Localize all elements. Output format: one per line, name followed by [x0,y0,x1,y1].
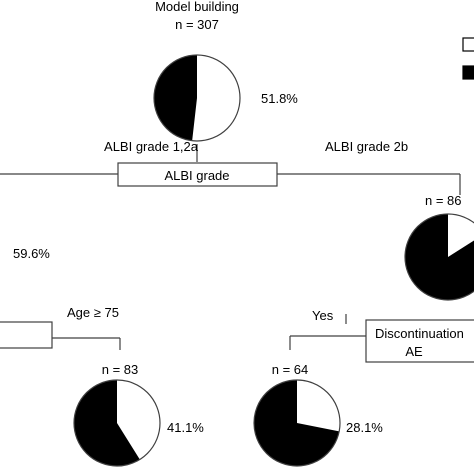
leaf-left-percent: 41.1% [167,420,204,435]
root-n-label: n = 307 [175,17,219,32]
root-pie-chart [153,54,241,142]
albi-grade-box [117,162,278,187]
left-node-percent: 59.6% [13,246,50,261]
tree-connectors [0,144,461,350]
leaf-right-n-label: n = 64 [272,362,309,377]
discontinuation-label: Discontinuation [375,326,464,341]
leaf-left-pie-chart [73,379,161,467]
legend-black-swatch [462,65,474,80]
legend-white-swatch [462,37,474,52]
leaf-left-pie-outline [73,379,161,467]
yes-branch-label: Yes [312,308,334,323]
albi-grade-label: ALBI grade [164,168,229,183]
right-node-pie-outline [404,213,474,301]
leaf-right-pie-outline [253,379,341,467]
leaf-right-pie-chart [253,379,341,467]
leaf-left-pie-white-slice [117,380,160,460]
root-title: Model building [155,0,239,14]
root-percent: 51.8% [261,91,298,106]
ae-label: AE [405,344,423,359]
root-pie-outline [153,54,241,142]
left-branch-label: ALBI grade 1,2a [104,139,199,154]
right-node-pie-white-slice [448,214,474,257]
leaf-right-percent: 28.1% [346,420,383,435]
right-branch-label: ALBI grade 2b [325,139,408,154]
right-node-pie-chart [404,213,474,301]
age-split-box [0,321,53,349]
root-pie-white-slice [192,55,240,141]
leaf-left-n-label: n = 83 [102,362,139,377]
right-node-n-label: n = 86 [425,193,462,208]
age-split-label: Age ≥ 75 [67,305,119,320]
leaf-right-pie-white-slice [297,380,341,432]
discontinuation-ae-box [365,319,474,363]
